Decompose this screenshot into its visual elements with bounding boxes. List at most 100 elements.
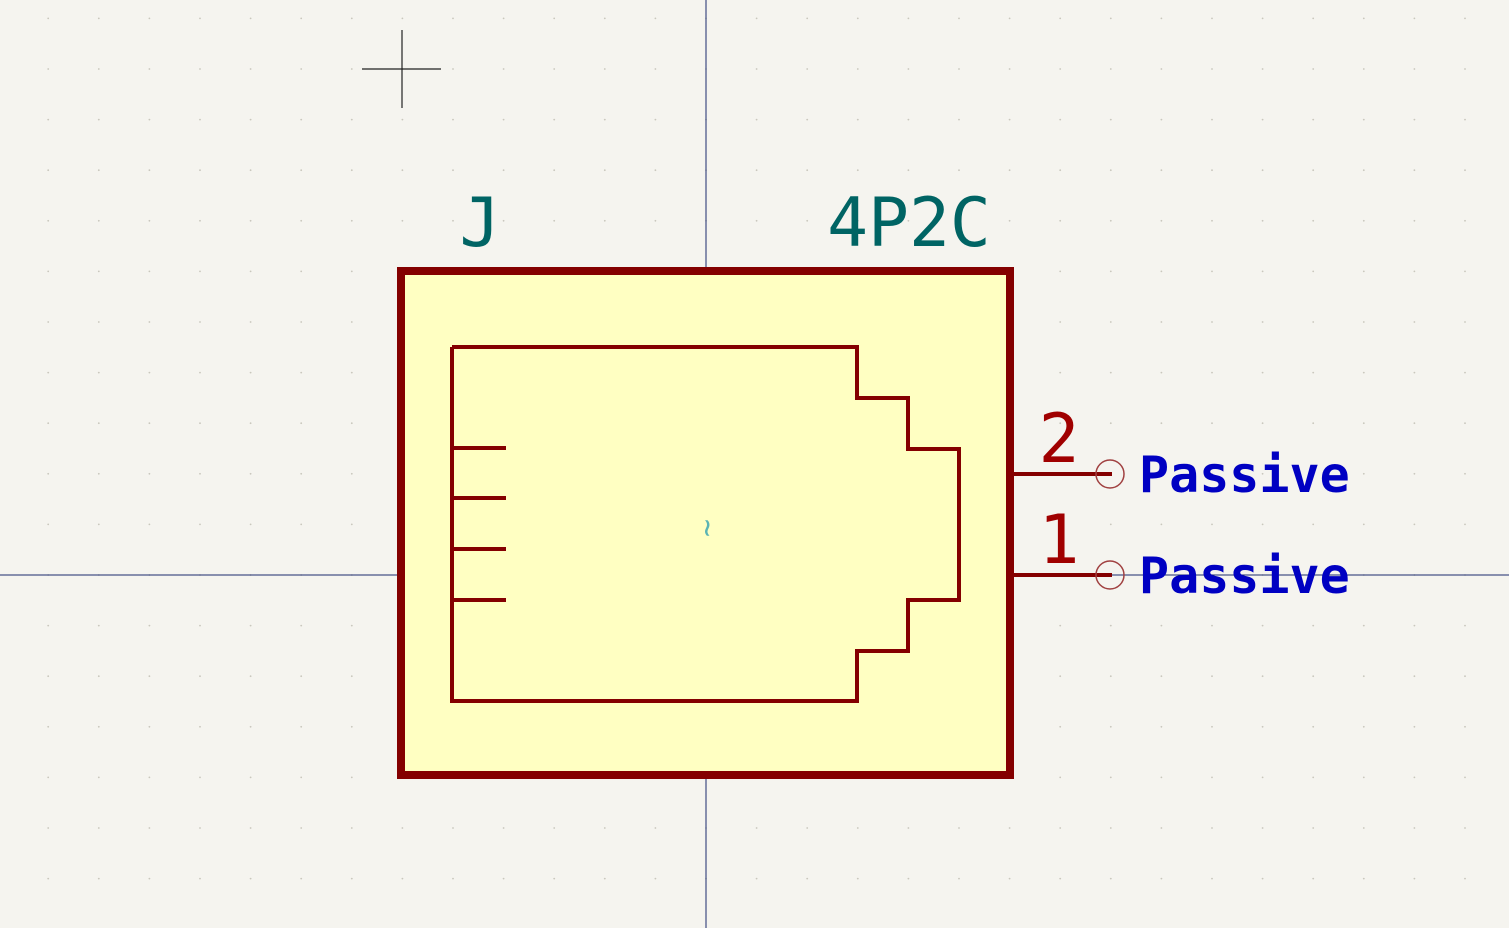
grid-dot [97,321,100,323]
grid-dot [1413,68,1416,70]
grid-dot [47,827,50,829]
grid-dot [97,169,100,172]
pin-type-label: Passive [1139,446,1350,504]
grid-dot [249,877,252,880]
grid-dot [1464,624,1466,627]
grid-dot [958,68,960,70]
grid-dot [47,422,50,425]
grid-dot [97,725,100,728]
grid-dot [856,118,859,121]
grid-dot [1211,422,1213,425]
grid-dot [148,877,151,880]
grid-dot [1059,422,1062,425]
grid-dot [907,827,910,829]
connector-symbol[interactable]: ~ [397,267,1014,779]
grid-dot [553,169,556,172]
grid-dot [856,68,859,70]
grid-dot [1362,624,1365,627]
grid-dot [755,68,758,70]
grid-dot [199,675,201,678]
grid-dot [350,219,353,222]
grid-dot [249,270,252,273]
grid-dot [553,219,556,222]
pin-1[interactable]: 1 Passive [1014,501,1350,605]
grid-dot [1464,68,1466,70]
grid-dot [1109,725,1112,728]
grid-dot [47,472,50,475]
grid-dot [199,827,201,829]
grid-dot [199,219,201,222]
grid-dot [1059,17,1062,20]
grid-dot [856,17,859,20]
grid-dot [300,675,303,678]
grid-dot [1109,17,1112,20]
grid-dot [350,877,353,880]
grid-dot [148,321,151,323]
grid-dot [1413,169,1416,172]
grid-dot [755,118,758,121]
grid-dot [1413,270,1416,273]
grid-dot [300,321,303,323]
grid-dot [553,877,556,880]
grid-dot [350,422,353,425]
grid-dot [1160,523,1163,526]
grid-dot [958,17,960,20]
grid-dot [1362,877,1365,880]
grid-dot [300,219,303,222]
grid-dot [654,17,657,20]
grid-dot [1464,321,1466,323]
grid-dot [1464,219,1466,222]
grid-dot [249,118,252,121]
grid-dot [1464,371,1466,374]
grid-dot [806,827,809,829]
grid-dot [1413,422,1416,425]
grid-dot [452,877,454,880]
grid-dot [148,675,151,678]
grid-dot [1160,219,1163,222]
grid-dot [1312,624,1315,627]
grid-dot [1261,624,1264,627]
grid-dot [654,827,657,829]
value-field[interactable]: 4P2C [827,184,991,263]
grid-dot [1312,877,1315,880]
grid-dot [47,624,50,627]
grid-dot [300,725,303,728]
grid-dot [1413,877,1416,880]
pin-number: 1 [1039,501,1080,580]
grid-dot [806,877,809,880]
reference-field[interactable]: J [460,184,501,263]
symbol-body-rectangle[interactable] [397,267,1014,779]
grid-dot [249,17,252,20]
grid-dot [755,219,758,222]
grid-dot [1261,17,1264,20]
grid-dot [1312,270,1315,273]
grid-dot [1008,118,1011,121]
grid-dot [300,270,303,273]
pin-2[interactable]: 2 Passive [1014,400,1350,504]
grid-dot [1464,827,1466,829]
grid-dot [1059,877,1062,880]
grid-dot [1312,523,1315,526]
grid-dot [97,523,100,526]
grid-dot [300,422,303,425]
grid-dot [47,877,50,880]
grid-dot [47,219,50,222]
grid-dot [502,68,505,70]
grid-dot [1464,776,1466,779]
jack-outline[interactable] [450,345,961,703]
grid-dot [958,169,960,172]
grid-dot [1261,219,1264,222]
grid-dot [1160,624,1163,627]
grid-dot [97,17,100,20]
grid-dot [1362,17,1365,20]
grid-dot [47,68,50,70]
grid-dot [1211,827,1213,829]
grid-dot [401,219,404,222]
grid-dot [199,118,201,121]
grid-dot [199,725,201,728]
grid-dot [148,169,151,172]
grid-dot [1362,422,1365,425]
grid-dot [300,68,303,70]
grid-dot [1413,827,1416,829]
